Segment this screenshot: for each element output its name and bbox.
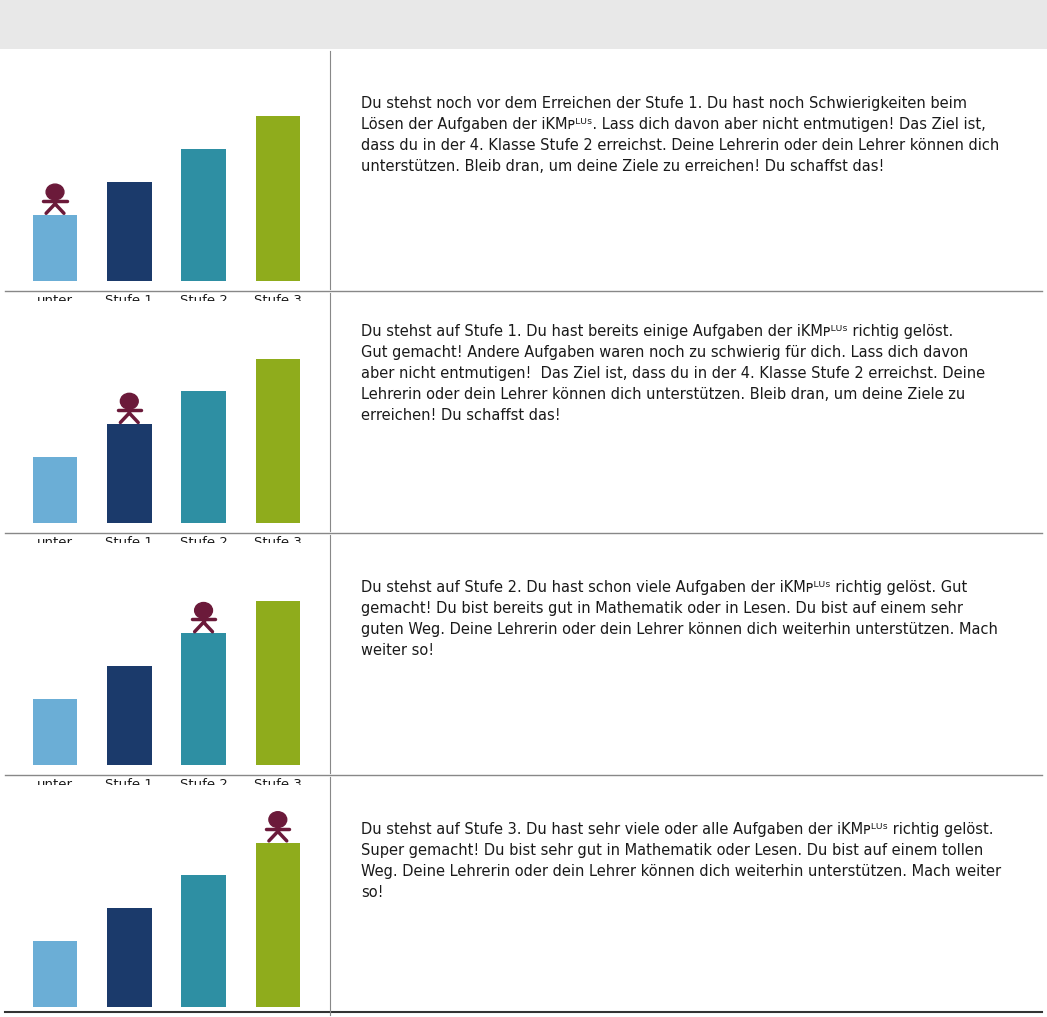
Bar: [107, 908, 152, 1007]
Bar: [181, 876, 226, 1007]
Bar: [181, 149, 226, 281]
Bar: [32, 699, 77, 765]
Bar: [32, 941, 77, 1007]
Text: unter
Stufe 1: unter Stufe 1: [31, 536, 79, 563]
Bar: [255, 359, 300, 523]
Text: Stufe 3: Stufe 3: [253, 294, 302, 307]
Circle shape: [195, 602, 213, 618]
Text: Stufe 1: Stufe 1: [106, 536, 153, 549]
Text: Was heißt das in  Mathematik  oder in  Lesen?: Was heißt das in Mathematik oder in Lese…: [494, 17, 883, 32]
Bar: [32, 215, 77, 281]
Text: unter
Stufe 1: unter Stufe 1: [31, 294, 79, 321]
Bar: [107, 182, 152, 281]
Text: Stufe 3: Stufe 3: [253, 536, 302, 549]
Text: Stufe 1: Stufe 1: [106, 778, 153, 791]
Text: Deine Figur steht auf dieser Stufe?: Deine Figur steht auf dieser Stufe?: [15, 17, 315, 32]
Bar: [32, 457, 77, 523]
Circle shape: [120, 394, 138, 409]
Bar: [255, 601, 300, 765]
Text: Du stehst auf Stufe 2. Du hast schon viele Aufgaben der iKMᴘᴸᵁˢ richtig gelöst. : Du stehst auf Stufe 2. Du hast schon vie…: [361, 580, 998, 658]
Text: Du stehst noch vor dem Erreichen der Stufe 1. Du hast noch Schwierigkeiten beim
: Du stehst noch vor dem Erreichen der Stu…: [361, 96, 1000, 174]
Bar: [255, 843, 300, 1007]
Text: Stufe 2: Stufe 2: [180, 778, 227, 791]
Text: Stufe 2: Stufe 2: [180, 294, 227, 307]
Circle shape: [269, 812, 287, 828]
Text: Stufe 3: Stufe 3: [253, 778, 302, 791]
Text: Du stehst auf Stufe 3. Du hast sehr viele oder alle Aufgaben der iKMᴘᴸᵁˢ richtig: Du stehst auf Stufe 3. Du hast sehr viel…: [361, 822, 1001, 900]
Bar: [107, 424, 152, 523]
Text: Stufe 2: Stufe 2: [180, 536, 227, 549]
Text: unter
Stufe 1: unter Stufe 1: [31, 778, 79, 805]
Text: Stufe 1: Stufe 1: [106, 294, 153, 307]
Bar: [255, 117, 300, 281]
Bar: [181, 392, 226, 523]
Bar: [107, 666, 152, 765]
Text: Du stehst auf Stufe 1. Du hast bereits einige Aufgaben der iKMᴘᴸᵁˢ richtig gelös: Du stehst auf Stufe 1. Du hast bereits e…: [361, 323, 985, 423]
Circle shape: [46, 184, 64, 200]
Bar: [181, 634, 226, 765]
